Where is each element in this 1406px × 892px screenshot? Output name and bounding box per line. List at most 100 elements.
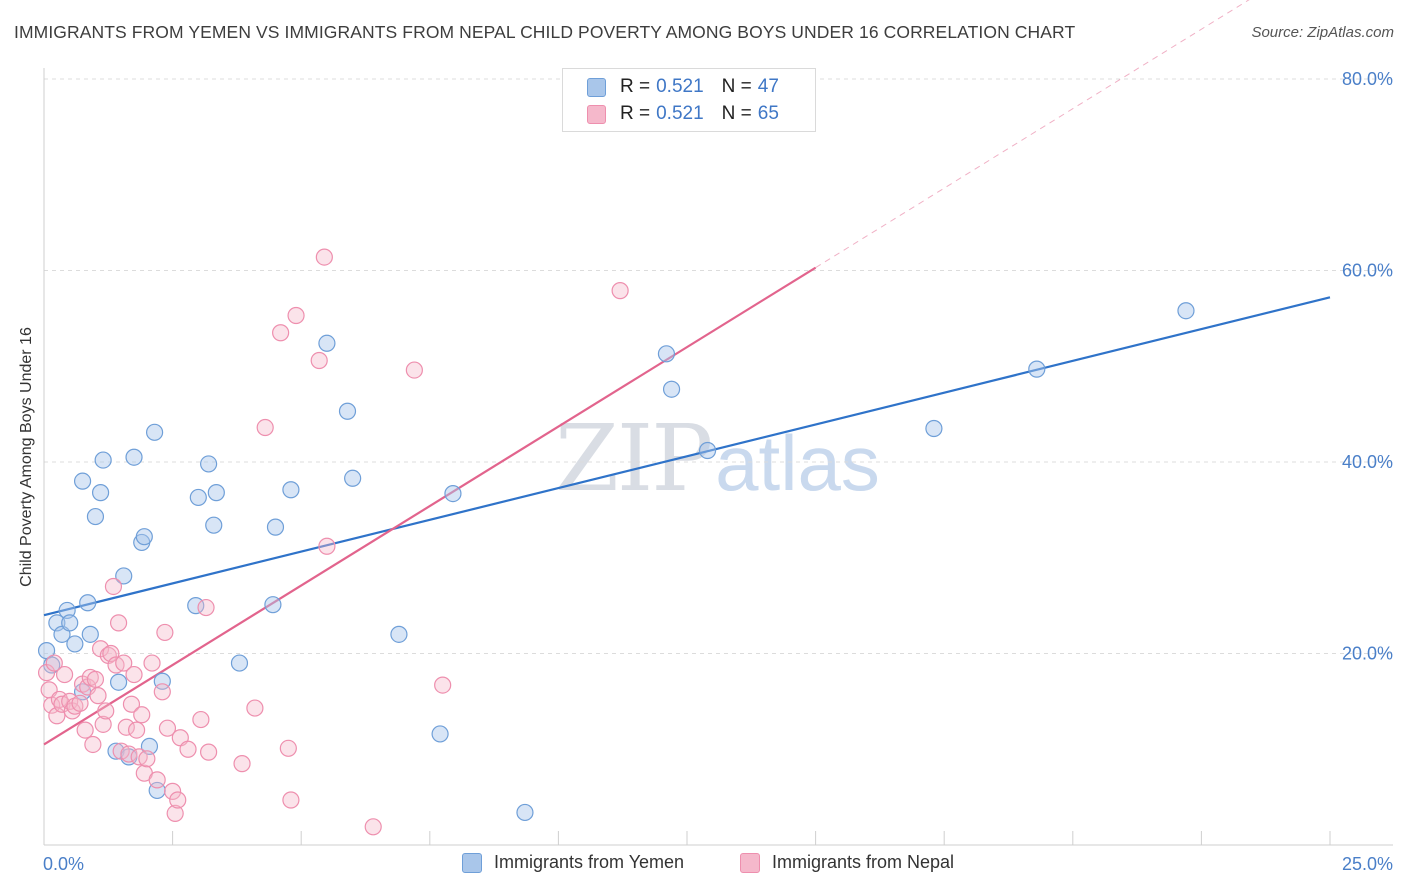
data-point-yemen [1177,302,1195,320]
data-point-yemen [135,528,153,546]
data-point-nepal [282,791,300,809]
y-tick-labels: 20.0% 40.0% 60.0% 80.0% [1342,69,1393,664]
data-point-yemen [187,597,205,615]
data-point-nepal [125,665,143,684]
data-point-yemen [266,518,285,536]
data-point-yemen [205,516,223,534]
data-point-yemen [200,455,218,473]
data-point-yemen [61,614,79,632]
data-point-nepal [153,683,171,701]
legend-r-value: 0.521 [656,103,704,124]
data-point-yemen [230,654,249,672]
trend-line-nepal-extension [815,0,1250,269]
data-point-yemen [657,345,676,363]
legend-swatch-yemen [587,77,606,97]
legend-item-yemen[interactable]: Immigrants from Yemen [462,852,684,873]
data-point-yemen [390,625,408,643]
trend-line-nepal [43,266,817,746]
data-point-nepal [138,750,156,768]
data-point-yemen [109,673,128,691]
axes [43,68,1393,846]
y-axis-label: Child Poverty Among Boys Under 16 [18,327,35,587]
chart-title: IMMIGRANTS FROM YEMEN VS IMMIGRANTS FROM… [14,22,1076,42]
data-point-nepal [133,706,151,724]
data-point-nepal [164,782,182,800]
data-point-yemen [81,625,99,643]
data-point-nepal [310,351,328,370]
data-point-yemen [431,725,449,743]
legend-swatch-nepal [587,104,606,124]
legend-label-nepal: Immigrants from Nepal [772,852,955,872]
data-point-yemen [79,594,97,612]
data-point-yemen [189,488,207,507]
data-point-nepal [405,361,423,379]
data-point-yemen [318,334,336,352]
legend-label-yemen: Immigrants from Yemen [494,852,685,872]
data-point-nepal [84,735,102,754]
data-point-nepal [287,306,305,325]
data-point-yemen [925,419,943,438]
legend-item-nepal[interactable]: Immigrants from Nepal [740,852,954,873]
legend-n-value: 47 [757,76,779,97]
data-point-yemen [662,380,681,398]
data-point-yemen [66,635,84,653]
legend-r-value: 0.521 [656,76,704,97]
data-point-nepal [71,694,89,712]
data-point-nepal [50,690,69,709]
x-tick-label-min: 0.0% [43,854,84,874]
data-point-yemen [444,484,462,503]
data-point-nepal [364,818,382,836]
data-point-yemen [115,567,133,585]
data-point-nepal [611,282,629,300]
trend-line-yemen [43,296,1331,617]
data-point-nepal [197,598,215,617]
data-point-yemen [207,484,225,502]
data-point-yemen [145,423,164,441]
data-point-yemen [282,481,300,499]
data-point-nepal [315,248,333,266]
legend-row-yemen: R = 0.521 N = 47 [587,75,779,99]
legend-n-value: 65 [757,103,779,124]
y-tick-label: 80.0% [1342,69,1393,89]
data-point-nepal [166,804,184,823]
grid-lines [44,78,1393,654]
data-point-nepal [94,715,112,733]
data-point-nepal [200,743,218,761]
data-point-nepal [104,577,123,596]
data-point-nepal [61,692,79,710]
source-credit: Source: ZipAtlas.com [1251,24,1394,41]
data-point-nepal [86,670,105,688]
legend-swatch-nepal [740,852,760,873]
series-legend: Immigrants from Yemen Immigrants from Ne… [0,852,1406,878]
data-point-nepal [109,614,128,632]
data-point-nepal [45,654,63,672]
data-point-nepal [115,654,133,672]
data-point-nepal [434,676,452,694]
legend-r-label: R = [620,103,651,124]
data-point-nepal [143,654,161,672]
data-point-nepal [148,771,166,789]
data-point-nepal [318,537,336,555]
points-nepal [37,248,629,836]
data-point-yemen [125,448,143,466]
data-point-nepal [127,721,146,739]
data-point-yemen [698,441,717,460]
data-point-nepal [169,791,187,809]
data-point-yemen [1028,360,1046,378]
data-point-nepal [233,755,251,773]
data-point-nepal [158,719,177,737]
data-point-yemen [516,803,534,822]
data-point-nepal [76,721,94,739]
trend-lines [43,0,1331,746]
data-point-nepal [192,710,210,729]
data-point-nepal [117,718,135,736]
data-point-yemen [344,469,362,487]
legend-r-label: R = [620,76,651,97]
legend-n-label: N = [721,76,752,97]
data-point-yemen [264,596,282,614]
data-point-nepal [179,740,197,758]
x-tick-label-max: 25.0% [1342,854,1393,874]
data-point-yemen [91,484,110,502]
data-point-nepal [279,739,297,757]
